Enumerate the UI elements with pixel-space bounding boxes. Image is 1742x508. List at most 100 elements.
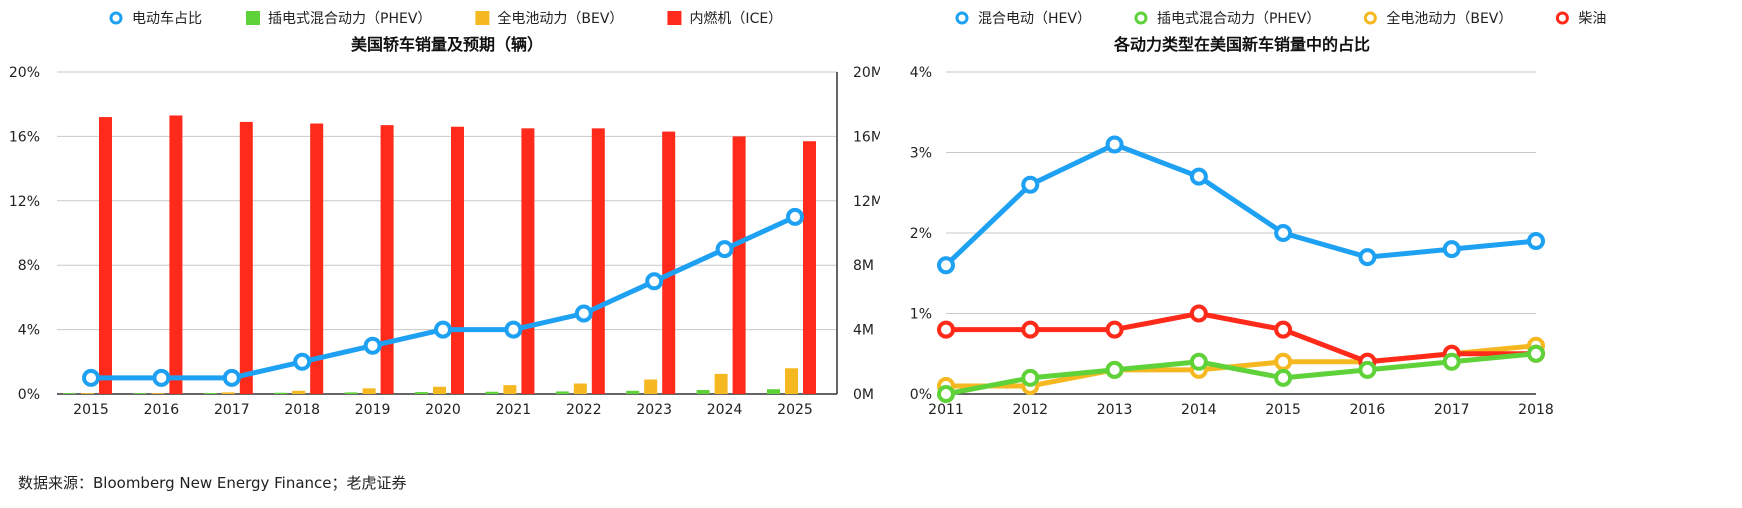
bar-phev bbox=[203, 393, 217, 394]
legend-label: 内燃机（ICE） bbox=[689, 10, 782, 27]
phev-point bbox=[1105, 360, 1124, 379]
ev-share-line bbox=[88, 214, 798, 381]
hev-line bbox=[943, 141, 1539, 268]
x-tick-label: 2013 bbox=[1097, 402, 1133, 418]
legend-label: 混合电动（HEV） bbox=[978, 11, 1091, 27]
phev-point bbox=[1189, 352, 1208, 371]
bar-bev bbox=[151, 393, 165, 394]
legend-label: 柴油 bbox=[1578, 11, 1606, 27]
bar-phev bbox=[696, 389, 710, 394]
y-tick-label-left: 0% bbox=[18, 387, 40, 403]
bar-ice bbox=[591, 128, 605, 394]
x-tick-label: 2023 bbox=[636, 402, 672, 418]
x-tick-label: 2015 bbox=[73, 402, 109, 418]
x-tick-label: 2014 bbox=[1181, 402, 1217, 418]
x-tick-label: 2021 bbox=[496, 402, 532, 418]
bar-bev bbox=[503, 385, 517, 394]
bar-phev bbox=[133, 393, 147, 394]
bar-phev bbox=[63, 393, 76, 394]
ev-share-point bbox=[363, 336, 382, 355]
legend-label: 全电池动力（BEV） bbox=[1386, 10, 1512, 27]
x-tick-label: 2016 bbox=[1350, 402, 1386, 418]
legend-marker bbox=[955, 11, 969, 25]
ev-share-point bbox=[645, 272, 664, 291]
ev-share-point bbox=[152, 368, 171, 387]
ev-share-point bbox=[504, 320, 523, 339]
y-tick-label-right: 12M bbox=[853, 194, 880, 210]
y-tick-label-right: 4M bbox=[853, 323, 874, 339]
y-tick-label-right: 0M bbox=[853, 387, 874, 403]
bar-bev bbox=[785, 368, 798, 394]
hev-point bbox=[937, 256, 955, 275]
hev-point bbox=[1189, 167, 1208, 186]
y-tick-label-left: 8% bbox=[18, 258, 40, 274]
legend-marker bbox=[246, 11, 260, 25]
bar-bev bbox=[221, 392, 235, 394]
phev-point bbox=[937, 385, 955, 403]
legend-label: 插电式混合动力（PHEV） bbox=[1157, 11, 1320, 27]
legend-marker bbox=[109, 11, 123, 25]
chart-title: 各动力类型在美国新车销量中的占比 bbox=[1113, 35, 1370, 54]
bar-ice bbox=[239, 121, 253, 394]
bar-phev bbox=[767, 389, 780, 394]
diesel-point bbox=[1105, 320, 1124, 339]
phev-point bbox=[1021, 368, 1040, 387]
y-tick-label: 1% bbox=[910, 307, 932, 323]
legend-marker bbox=[1363, 11, 1377, 25]
y-tick-label: 3% bbox=[910, 146, 932, 162]
x-tick-label: 2024 bbox=[707, 402, 743, 418]
powertrain-share-chart: 各动力类型在美国新车销量中的占比 混合电动（HEV） 插电式混合动力（PHEV） 全… bbox=[910, 10, 1607, 418]
bar-bev bbox=[362, 388, 376, 394]
phev-point bbox=[1358, 360, 1377, 379]
bar-ice bbox=[380, 125, 394, 394]
bar-ice bbox=[521, 128, 535, 394]
bar-bev bbox=[433, 386, 446, 394]
legend-label: 电动车占比 bbox=[132, 10, 202, 27]
diesel-point bbox=[1274, 320, 1293, 339]
hev-point bbox=[1358, 248, 1377, 267]
legend-marker bbox=[475, 11, 490, 25]
legend-marker bbox=[667, 11, 682, 25]
y-tick-label-left: 16% bbox=[9, 129, 40, 145]
y-tick-label: 4% bbox=[910, 65, 932, 81]
x-tick-label: 2025 bbox=[777, 402, 813, 418]
phev-line bbox=[943, 351, 1539, 397]
sedan-sales-chart: 美国轿车销量及预期（辆） 电动车占比 插电式混合动力（PHEV） 全电池动力（BEV… bbox=[9, 10, 880, 418]
ev-share-point bbox=[434, 320, 452, 339]
ev-share-point bbox=[82, 368, 100, 387]
bar-ice bbox=[662, 131, 676, 394]
phev-point bbox=[1527, 344, 1545, 363]
hev-point bbox=[1105, 135, 1124, 154]
diesel-line bbox=[943, 311, 1539, 365]
bev-point bbox=[1274, 352, 1293, 371]
bar-bev bbox=[644, 379, 658, 394]
bar-ice bbox=[451, 126, 464, 395]
hev-point bbox=[1442, 240, 1461, 259]
x-tick-label: 2016 bbox=[144, 402, 180, 418]
y-tick-label-right: 16M bbox=[853, 129, 880, 145]
x-tick-label: 2017 bbox=[214, 402, 250, 418]
legend-marker bbox=[1134, 11, 1148, 25]
x-tick-label: 2012 bbox=[1012, 402, 1048, 418]
diesel-point bbox=[1021, 320, 1040, 339]
bar-ice bbox=[169, 115, 183, 394]
y-tick-label-left: 20% bbox=[9, 65, 40, 81]
phev-point bbox=[1274, 368, 1293, 387]
bar-phev bbox=[344, 392, 358, 394]
bar-ice bbox=[310, 123, 324, 395]
phev-point bbox=[1442, 352, 1461, 371]
bar-bev bbox=[714, 373, 728, 394]
bar-phev bbox=[274, 392, 288, 394]
bar-bev bbox=[81, 393, 94, 394]
y-tick-label-right: 8M bbox=[853, 258, 874, 274]
ev-share-point bbox=[293, 352, 312, 371]
x-tick-label: 2018 bbox=[1518, 402, 1554, 418]
x-tick-label: 2017 bbox=[1434, 402, 1470, 418]
bar-phev bbox=[555, 391, 569, 394]
y-tick-label-right: 20M bbox=[853, 65, 880, 81]
legend-label: 全电池动力（BEV） bbox=[497, 10, 623, 27]
legend-marker bbox=[1555, 11, 1569, 25]
x-tick-label: 2020 bbox=[425, 402, 461, 418]
x-tick-label: 2015 bbox=[1265, 402, 1301, 418]
